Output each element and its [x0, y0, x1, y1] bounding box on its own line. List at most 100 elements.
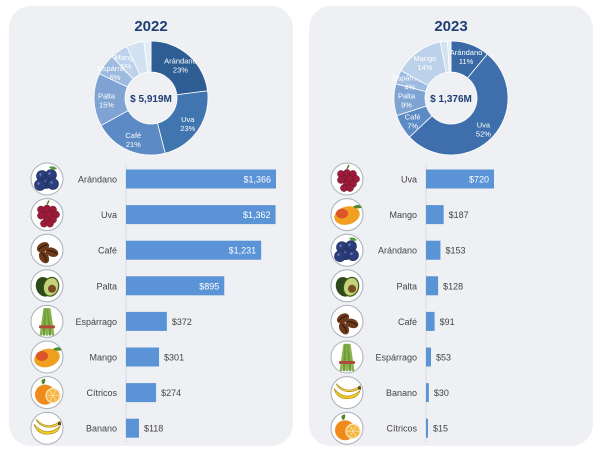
bar-chart-2022: Arándano $1,366 Uva $1,362 Café $1,231 Palta $8…: [30, 162, 276, 445]
bar-row: Cítricos $274: [30, 376, 181, 410]
bar: [126, 311, 167, 331]
bar-value-label: $91: [440, 317, 455, 327]
bar-row: Uva $720: [330, 162, 494, 196]
bar: [126, 347, 160, 367]
bar-value-label: $895: [199, 281, 219, 291]
bar-row: Café $91: [330, 304, 455, 338]
bar-value-label: $30: [434, 388, 449, 398]
mango-icon: [30, 340, 64, 374]
banana-icon: [330, 376, 364, 410]
bar-category-label: Palta: [96, 281, 117, 291]
bar-category-label: Espárrago: [75, 317, 117, 327]
bar: [126, 169, 276, 189]
mango-icon: [330, 198, 364, 232]
bar-category-label: Café: [98, 246, 117, 256]
slice-label: Uva: [477, 120, 491, 129]
bar-category-label: Arándano: [378, 246, 417, 256]
bar-row: Banano $118: [30, 411, 163, 445]
citrus-icon: [330, 411, 364, 445]
bar-category-label: Palta: [396, 281, 417, 291]
bar-row: Palta $128: [330, 269, 463, 303]
slice-label: Café: [405, 113, 421, 122]
blueberry-icon: [330, 233, 364, 267]
bar-value-label: $153: [445, 246, 465, 256]
slice-label: Espárrago: [392, 74, 427, 83]
bar-category-label: Mango: [89, 353, 117, 363]
slice-label: Uva: [181, 115, 195, 124]
banana-icon: [30, 411, 64, 445]
blueberry-icon: [30, 162, 64, 196]
donut-total: $ 1,376M: [430, 94, 472, 105]
bar-value-label: $15: [433, 424, 448, 434]
bar-value-label: $274: [161, 388, 181, 398]
bar: [426, 240, 441, 260]
slice-percent: 21%: [126, 140, 141, 149]
bar: [126, 418, 139, 438]
year-title: 2022: [134, 18, 168, 35]
bar-chart-2023: Uva $720 Mango $187 Arándano $153 Palta $128 Caf…: [330, 162, 494, 445]
bar-row: Arándano $1,366: [30, 162, 276, 196]
bar: [426, 169, 494, 189]
bar-value-label: $720: [469, 175, 489, 185]
bar-value-label: $53: [436, 353, 451, 363]
slice-label: Palta: [398, 91, 416, 100]
bar-row: Espárrago $53: [330, 340, 451, 374]
slice-percent: 7%: [407, 122, 418, 131]
slice-percent: 23%: [180, 124, 195, 133]
bar-row: Mango $187: [330, 198, 469, 232]
donut-slice: [156, 90, 209, 154]
bar: [426, 276, 439, 296]
grape-icon: [330, 162, 364, 196]
bar-value-label: $301: [164, 353, 184, 363]
year-title: 2023: [434, 18, 468, 35]
donut-slice: [408, 53, 509, 156]
bar-category-label: Uva: [101, 210, 117, 220]
bar: [126, 276, 225, 296]
coffee-bean-icon: [30, 233, 64, 267]
donut-total: $ 5,919M: [130, 94, 172, 105]
bar-category-label: Banano: [386, 388, 417, 398]
slice-percent: 5%: [121, 62, 132, 71]
bar: [426, 205, 444, 225]
slice-percent: 14%: [417, 63, 432, 72]
bar-row: Banano $30: [330, 376, 449, 410]
asparagus-icon: [30, 304, 64, 338]
panel-2023: 2023 Arándano 11% Uva 52% Café 7% Palta 9% Espár…: [309, 6, 593, 446]
avocado-icon: [330, 269, 364, 303]
slice-percent: 9%: [401, 100, 412, 109]
bar-category-label: Banano: [86, 424, 117, 434]
bar-value-label: $372: [172, 317, 192, 327]
bar-category-label: Café: [398, 317, 417, 327]
bar-value-label: $128: [443, 281, 463, 291]
bar-row: Uva $1,362: [30, 198, 276, 232]
slice-label: Palta: [98, 91, 116, 100]
slice-label: Mango: [115, 53, 138, 62]
slice-percent: 23%: [173, 66, 188, 75]
bar: [426, 418, 428, 438]
coffee-bean-icon: [330, 304, 364, 338]
bar-value-label: $1,366: [243, 175, 271, 185]
bar: [426, 383, 429, 403]
donut-slice: [446, 40, 452, 73]
grape-icon: [30, 198, 64, 232]
slice-percent: 4%: [404, 83, 415, 92]
panel-2022: 2022 Arándano 23% Uva 23% Café 21% Palta 15% Esp…: [9, 6, 293, 446]
donut-slice: [143, 40, 152, 73]
slice-percent: 52%: [476, 129, 491, 138]
bar-category-label: Cítricos: [386, 424, 417, 434]
bar-row: Café $1,231: [30, 233, 262, 267]
slice-percent: 11%: [459, 57, 474, 66]
bar-category-label: Mango: [389, 210, 417, 220]
bar-value-label: $1,362: [243, 210, 271, 220]
bar-row: Espárrago $372: [30, 304, 192, 338]
donut-chart-2022: Arándano23%Uva23%Café21%Palta15%Espárrag…: [93, 40, 209, 156]
bar-row: Palta $895: [30, 269, 225, 303]
bar-row: Cítricos $15: [330, 411, 448, 445]
bar: [126, 240, 262, 260]
asparagus-icon: [330, 340, 364, 374]
slice-label: Arándano: [164, 57, 197, 66]
slice-label: Arándano: [450, 48, 483, 57]
bar-row: Arándano $153: [330, 233, 465, 267]
donut-slice: [150, 40, 208, 96]
